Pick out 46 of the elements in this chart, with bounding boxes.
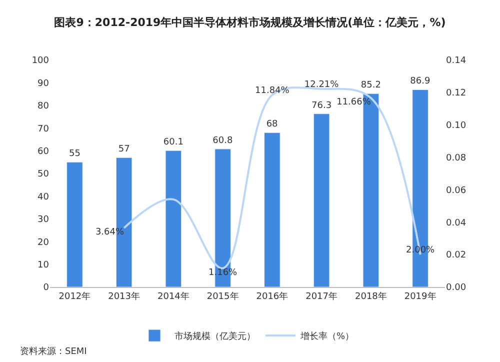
bar xyxy=(66,162,83,287)
x-tick-label: 2012年 xyxy=(58,290,91,302)
y-tick-label: 10 xyxy=(38,260,50,270)
data-label: 68 xyxy=(266,120,278,130)
data-label: 76.3 xyxy=(312,100,332,111)
data-label: 55 xyxy=(68,149,80,160)
y-tick-label: 70 xyxy=(38,124,50,134)
bar xyxy=(313,114,330,287)
y-tick-label: 100 xyxy=(32,56,50,66)
chart-title: 图表9：2012-2019年中国半导体材料市场规模及增长情况(单位：亿美元，%) xyxy=(54,16,446,29)
x-tick-label: 2014年 xyxy=(157,290,190,302)
y-tick-label: 40 xyxy=(38,192,50,202)
y-tick-label: 0 xyxy=(43,283,50,294)
data-label: 57 xyxy=(118,144,130,155)
data-label: 60.8 xyxy=(212,136,233,146)
y2-tick-label: 0.02 xyxy=(446,250,466,261)
y-tick-label: 60 xyxy=(38,146,50,157)
y2-tick-label: 0.04 xyxy=(446,218,466,228)
y2-tick-label: 0.12 xyxy=(446,88,466,99)
x-tick-label: 2018年 xyxy=(354,290,387,302)
x-tick-label: 2019年 xyxy=(404,290,436,302)
y-tick-label: 30 xyxy=(38,215,50,226)
bar xyxy=(165,150,182,287)
bar xyxy=(264,132,280,287)
data-label: 86.9 xyxy=(410,76,430,87)
data-label: 11.84% xyxy=(255,86,290,96)
legend-label: 市场规模（亿美元） xyxy=(174,331,256,342)
y2-tick-label: 0.08 xyxy=(446,153,466,164)
legend-label: 增长率（%） xyxy=(300,331,354,342)
x-tick-label: 2013年 xyxy=(108,290,140,302)
y-tick-label: 80 xyxy=(38,102,50,112)
y-tick-label: 90 xyxy=(38,78,50,89)
data-label: 12.21% xyxy=(304,80,340,90)
y2-tick-label: 0.00 xyxy=(446,283,466,294)
x-tick-label: 2017年 xyxy=(306,290,338,302)
y2-tick-label: 0.10 xyxy=(446,121,466,132)
data-label: 60.1 xyxy=(163,138,184,148)
y2-tick-label: 0.14 xyxy=(446,56,466,66)
y-tick-label: 20 xyxy=(38,238,50,248)
x-tick-label: 2016年 xyxy=(256,290,288,302)
data-label: 2.00% xyxy=(406,245,436,256)
text: 资料来源：SEMI xyxy=(20,346,87,357)
x-tick-label: 2015年 xyxy=(206,290,239,302)
y-tick-label: 50 xyxy=(38,170,50,180)
y2-tick-label: 0.06 xyxy=(446,186,466,196)
data-label: 85.2 xyxy=(360,80,381,91)
